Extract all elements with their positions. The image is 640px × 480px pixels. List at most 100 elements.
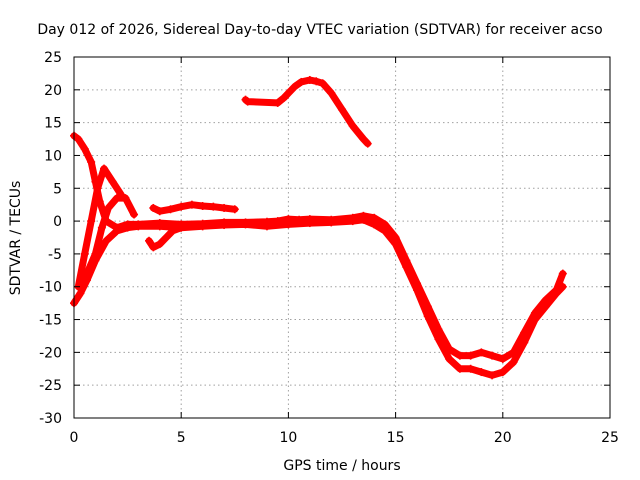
data-point-high-arc	[359, 135, 368, 144]
y-axis-label: SDTVAR / TECUs	[8, 181, 24, 296]
data-point-main-band-upper	[273, 217, 282, 226]
data-point-main-band-lower	[112, 226, 121, 235]
y-tick-label: -10	[39, 280, 62, 296]
data-point-main-band-lower	[359, 215, 368, 224]
data-point-main-band-lower	[402, 263, 411, 272]
data-point-main-band-lower	[509, 358, 518, 367]
data-point-main-band-lower	[455, 364, 464, 373]
x-tick-label: 5	[177, 430, 186, 446]
data-point-main-band-upper	[295, 215, 304, 224]
data-point-main-band-lower	[305, 219, 314, 228]
data-point-main-band-lower	[488, 371, 497, 380]
y-tick-label: -30	[39, 411, 62, 427]
data-point-early-spread-a	[91, 249, 100, 258]
data-point-early-spread-b	[108, 177, 117, 186]
data-point-main-band-upper	[455, 351, 464, 360]
data-point-main-band-upper	[423, 302, 432, 311]
data-point-early-spread-b	[80, 249, 89, 258]
data-point-main-band-upper	[520, 328, 529, 337]
chart-title: Day 012 of 2026, Sidereal Day-to-day VTE…	[37, 22, 602, 38]
plot-frame	[73, 56, 611, 419]
data-point-bump-3-6h	[209, 202, 218, 211]
data-point-early-spread-a	[130, 210, 139, 219]
data-point-early-spread-b	[100, 164, 109, 173]
data-point-bump-3-6h	[149, 203, 158, 212]
data-point-dip-3-5h	[155, 240, 164, 249]
data-point-main-band-lower	[391, 240, 400, 249]
data-point-main-band-lower	[541, 302, 550, 311]
data-point-main-band-lower	[241, 220, 250, 229]
data-point-main-band-lower	[413, 286, 422, 295]
data-point-dip-3-5h	[177, 223, 186, 232]
data-point-main-band-lower	[370, 220, 379, 229]
data-point-main-band-upper	[558, 269, 567, 278]
x-tick-label: 25	[601, 430, 619, 446]
data-point-bump-3-6h	[177, 202, 186, 211]
data-point-main-band-lower	[434, 335, 443, 344]
x-tick-label: 0	[70, 430, 79, 446]
data-point-high-arc	[312, 77, 321, 86]
data-point-main-band-upper	[74, 135, 83, 144]
data-point-early-spread-a	[104, 203, 113, 212]
data-point-main-band-lower	[552, 289, 561, 298]
y-tick-label: -20	[39, 345, 62, 361]
data-point-high-arc	[284, 89, 293, 98]
data-point-main-band-lower	[445, 354, 454, 363]
data-point-main-band-upper	[102, 217, 111, 226]
data-point-main-band-upper	[498, 354, 507, 363]
data-point-main-band-upper	[466, 351, 475, 360]
data-point-main-band-lower	[198, 222, 207, 231]
data-point-high-arc	[318, 79, 327, 88]
data-point-high-arc	[348, 121, 357, 130]
data-point-main-band-lower	[423, 312, 432, 321]
data-point-early-spread-a	[112, 194, 121, 203]
data-point-main-band-upper	[445, 345, 454, 354]
data-point-main-band-lower	[327, 218, 336, 227]
y-tick-label: -15	[39, 313, 62, 329]
data-point-main-band-upper	[80, 144, 89, 153]
series-trace-main-band-upper	[70, 132, 567, 363]
data-point-early-spread-a	[97, 223, 106, 232]
data-point-dip-3-5h	[168, 226, 177, 235]
data-point-main-band-lower	[380, 226, 389, 235]
data-point-main-band-upper	[488, 351, 497, 360]
y-tick-label: 0	[53, 214, 62, 230]
data-point-high-arc	[327, 89, 336, 98]
y-tick-label: -25	[39, 378, 62, 394]
data-point-dip-3-5h	[149, 243, 158, 252]
data-point-main-band-lower	[123, 223, 132, 232]
y-tick-label: -5	[48, 247, 62, 263]
data-point-main-band-lower	[284, 220, 293, 229]
data-point-high-arc	[305, 75, 314, 84]
data-point-bump-3-6h	[187, 200, 196, 209]
data-point-main-band-lower	[466, 364, 475, 373]
data-point-main-band-lower	[477, 368, 486, 377]
y-tick-label: 10	[44, 148, 62, 164]
data-point-main-band-lower	[348, 217, 357, 226]
data-point-high-arc	[243, 97, 252, 106]
x-axis-label: GPS time / hours	[283, 458, 400, 474]
data-point-main-band-upper	[509, 348, 518, 357]
data-point-main-band-upper	[434, 325, 443, 334]
data-point-early-spread-b	[93, 184, 102, 193]
data-point-main-band-upper	[95, 197, 104, 206]
data-point-high-arc	[280, 93, 289, 102]
data-point-bump-3-6h	[220, 203, 229, 212]
data-point-main-band-lower	[498, 368, 507, 377]
data-point-main-band-lower	[530, 315, 539, 324]
data-point-main-band-lower	[134, 222, 143, 231]
data-point-main-band-lower	[155, 222, 164, 231]
data-point-main-band-lower	[102, 236, 111, 245]
data-point-main-band-lower	[262, 222, 271, 231]
data-point-dip-3-5h	[145, 236, 154, 245]
data-point-early-spread-b	[87, 217, 96, 226]
data-point-main-band-upper	[87, 158, 96, 167]
data-point-high-arc	[363, 139, 372, 148]
data-point-bump-3-6h	[155, 207, 164, 216]
data-point-bump-3-6h	[166, 205, 175, 214]
data-point-main-band-lower	[520, 338, 529, 347]
data-point-bump-3-6h	[230, 205, 239, 214]
data-point-high-arc	[338, 105, 346, 114]
